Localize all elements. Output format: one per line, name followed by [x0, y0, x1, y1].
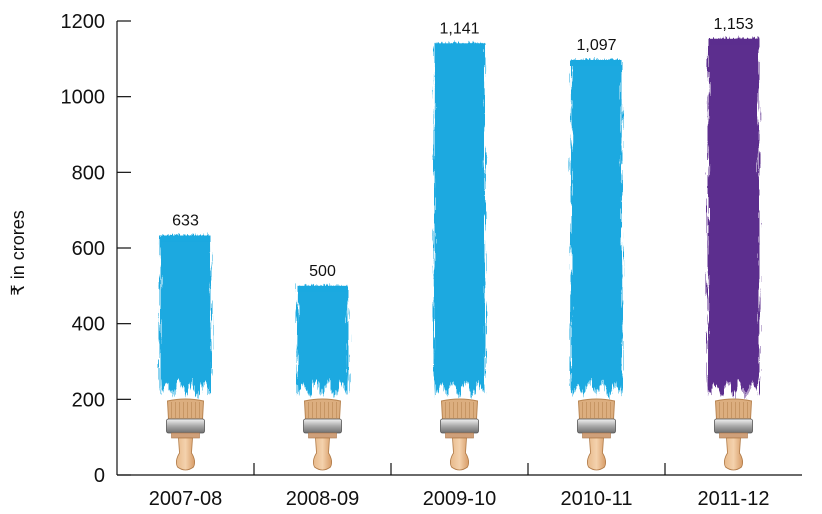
brush-ferrule [303, 418, 342, 434]
brush-handle [586, 437, 607, 471]
y-tick-label: 800 [72, 162, 105, 184]
bar [570, 59, 623, 400]
y-tick-label: 1000 [61, 87, 106, 109]
y-tick-label: 1200 [61, 11, 106, 33]
bar-top-edge [434, 43, 485, 50]
brush-bristles [577, 398, 616, 420]
brush-handle [312, 437, 333, 471]
brush-ferrule [166, 418, 205, 434]
brush-bristles [440, 398, 479, 420]
bar-stroke [570, 59, 623, 400]
bar [296, 285, 349, 399]
brush-handle [449, 437, 470, 471]
bar-stroke [159, 235, 212, 399]
brush-ferrule [714, 418, 753, 434]
bar-top-edge [160, 235, 211, 242]
brush-collar [582, 432, 611, 439]
y-tick-label: 600 [72, 238, 105, 260]
y-tick-label: 200 [72, 389, 105, 411]
axes: 0 200 400 600 800 1000 1200 ₹ in crores [8, 11, 802, 487]
brush-handle [723, 437, 744, 471]
bar-stroke [707, 38, 760, 399]
brush-collar [719, 432, 748, 439]
x-tick-label: 2007-08 [149, 488, 222, 510]
bar-top-edge [708, 38, 759, 45]
brush-collar [171, 432, 200, 439]
brush-collar [308, 432, 337, 439]
brush-handle [175, 437, 196, 471]
bar [433, 43, 486, 400]
brush-ferrule [577, 418, 616, 434]
bar [707, 38, 760, 399]
labels: 633 2007-08 500 2008-09 1,141 2009-10 1,097 201… [149, 16, 770, 510]
bar-top-edge [571, 59, 622, 66]
x-tick-label: 2008-09 [286, 488, 359, 510]
bar [159, 235, 212, 399]
paint-brush-icon [577, 398, 616, 471]
x-tick-label: 2009-10 [423, 488, 496, 510]
x-tick-label: 2010-11 [561, 488, 633, 510]
y-axis-title: ₹ in crores [8, 210, 28, 295]
bar-stroke [433, 43, 486, 400]
paint-brush-icon [440, 398, 479, 471]
brush-ferrule [440, 418, 479, 434]
y-tick-label: 0 [94, 465, 105, 487]
data-label: 1,097 [576, 37, 616, 54]
x-tick-label: 2011-12 [698, 488, 770, 510]
brush-collar [445, 432, 474, 439]
paint-brush-icon [714, 398, 753, 471]
brush-bristles [166, 398, 205, 420]
data-label: 633 [172, 213, 199, 230]
data-label: 500 [309, 263, 336, 280]
bar-top-edge [297, 285, 348, 292]
data-label: 1,141 [439, 20, 479, 37]
data-label: 1,153 [713, 16, 753, 33]
brush-bristles [714, 398, 753, 420]
bars [159, 38, 760, 471]
paint-brush-icon [303, 398, 342, 471]
brush-bristles [303, 398, 342, 420]
paint-brush-icon [166, 398, 205, 471]
bar-stroke [296, 285, 349, 399]
y-tick-label: 400 [72, 314, 105, 336]
